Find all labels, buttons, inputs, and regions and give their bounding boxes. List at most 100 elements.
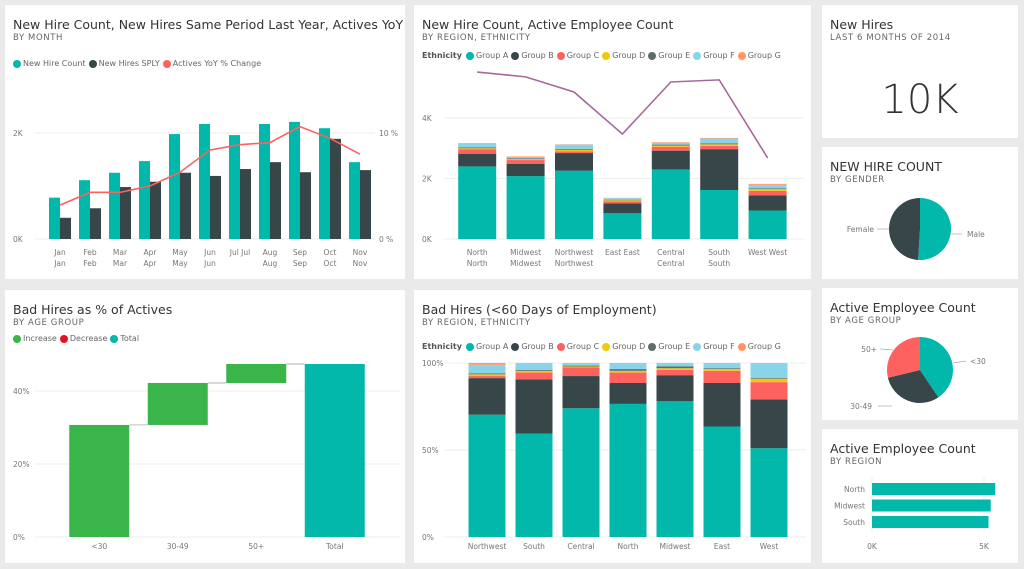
bar-segment-group-d xyxy=(703,369,741,371)
x-tick-label: Jan xyxy=(53,259,66,268)
legend-item[interactable]: Group A xyxy=(465,51,509,60)
legend-item[interactable]: New Hires SPLY xyxy=(88,59,160,68)
bar-segment-group-d xyxy=(651,145,690,147)
legend-dot-icon xyxy=(556,342,565,351)
legend-item[interactable]: Group F xyxy=(693,342,735,351)
bar-segment-group-g xyxy=(651,142,690,143)
legend-item[interactable]: Total xyxy=(110,334,139,343)
x-tick-label: Northwest xyxy=(468,542,507,551)
bar-segment-group-c xyxy=(468,376,506,379)
legend-dot-icon xyxy=(162,59,171,68)
legend-label: Group E xyxy=(658,51,691,60)
x-tick-label: Midwest xyxy=(510,248,541,257)
y-right-tick-label: 0 % xyxy=(379,235,393,244)
legend-item[interactable]: Group G xyxy=(737,342,781,351)
legend-item[interactable]: Group C xyxy=(556,51,600,60)
legend-label: Group C xyxy=(566,342,600,351)
x-tick-label: Central xyxy=(657,259,684,268)
legend-item[interactable]: Group D xyxy=(602,342,645,351)
tile-actives-by-age[interactable]: Active Employee Count BY AGE GROUP <30 30… xyxy=(822,288,1018,420)
x-tick-label: Aug xyxy=(263,259,278,268)
legend-dot-icon xyxy=(110,334,119,343)
bar-segment-group-f xyxy=(750,363,788,378)
bar-new-hire-count xyxy=(259,123,270,239)
legend-item[interactable]: Group G xyxy=(737,51,781,60)
tile-new-hires-by-region[interactable]: New Hire Count, Active Employee Count BY… xyxy=(414,5,811,279)
legend-item[interactable]: Group D xyxy=(602,51,645,60)
legend-label: Group F xyxy=(703,342,735,351)
bar-segment-group-e xyxy=(562,365,600,367)
legend-item[interactable]: Increase xyxy=(13,334,57,343)
legend-label: Group C xyxy=(566,51,600,60)
x-tick-label: West West xyxy=(748,248,787,257)
bar-segment-group-f xyxy=(515,363,553,370)
bar-new-hires-sply xyxy=(300,172,311,239)
legend-label: Group D xyxy=(612,342,646,351)
legend-item[interactable]: Group E xyxy=(648,51,690,60)
gender-pie: Male Female xyxy=(847,198,985,260)
bar-segment-group-e xyxy=(700,143,739,145)
legend-item[interactable]: Group B xyxy=(511,51,554,60)
bar-new-hires-sply xyxy=(150,181,161,239)
x-tick-label: Jun xyxy=(203,248,216,257)
legend-item[interactable]: Group A xyxy=(465,342,508,351)
bar-segment-group-b xyxy=(515,379,553,434)
bar-segment-group-f xyxy=(562,363,600,366)
bar-new-hires-sply xyxy=(120,187,131,239)
tile-bad-hires-by-region[interactable]: Bad Hires (<60 Days of Employment) BY RE… xyxy=(414,290,811,563)
bar-segment-group-c xyxy=(703,370,741,384)
x-tick-label: Sep xyxy=(293,248,307,257)
bar-segment-group-a xyxy=(555,170,593,239)
legend-dot-icon xyxy=(693,51,702,60)
bar-segment-group-e xyxy=(603,199,642,201)
legend-item[interactable]: Actives YoY % Change xyxy=(162,59,261,68)
tile-new-hires-kpi[interactable]: New Hires LAST 6 MONTHS OF 2014 10K xyxy=(822,5,1018,138)
legend-item[interactable]: Group B xyxy=(511,342,554,351)
bar-segment-group-c xyxy=(506,160,545,164)
legend-label: Total xyxy=(120,334,140,343)
legend-item[interactable]: Group F xyxy=(693,51,735,60)
bar-segment-group-a xyxy=(703,426,741,537)
bar-new-hire-count xyxy=(319,128,330,239)
legend-item[interactable]: Group E xyxy=(648,342,690,351)
x-tick-label: Sep xyxy=(293,259,307,268)
tile-bad-hires-by-age[interactable]: Bad Hires as % of Actives BY AGE GROUP I… xyxy=(5,290,405,563)
bar-segment-group-a xyxy=(609,403,647,537)
x-tick-label: Oct xyxy=(324,248,337,257)
x-tick-label: Mar xyxy=(113,259,128,268)
x-tick-label: South xyxy=(523,542,545,551)
bar-segment-group-e xyxy=(656,366,694,369)
legend-dot-icon xyxy=(13,59,21,68)
x-tick-label: May xyxy=(172,259,188,268)
legend-label: Group A xyxy=(475,51,509,60)
tile-new-hires-by-gender[interactable]: NEW HIRE COUNT BY GENDER Male Female xyxy=(822,147,1018,279)
waterfall-bar-total xyxy=(304,363,365,537)
bar-segment-group-d xyxy=(555,149,593,152)
bar-segment-group-b xyxy=(468,378,506,415)
bar-new-hire-count xyxy=(349,162,360,239)
bar-segment-group-c xyxy=(656,369,694,376)
legend-title: Ethnicity xyxy=(422,51,462,60)
bar-midwest xyxy=(872,499,991,512)
legend-item[interactable]: New Hire Count xyxy=(13,59,86,68)
x-tick-label: South xyxy=(708,259,730,268)
bar-segment-group-b xyxy=(506,163,545,177)
x-tick-label: Mar xyxy=(113,248,128,257)
x-tick-label: Apr xyxy=(144,248,158,257)
legend-label: Group B xyxy=(521,51,554,60)
waterfall-bar-increase xyxy=(69,424,130,537)
bar-segment-group-d xyxy=(750,378,788,383)
pie-slice-male xyxy=(918,198,952,260)
legend-dot-icon xyxy=(602,51,611,60)
bar-segment-group-a xyxy=(468,414,506,537)
bar-new-hires-sply xyxy=(60,217,71,239)
region-bar-chart: 0K 5K North Midwest South xyxy=(834,477,996,551)
legend-item[interactable]: Decrease xyxy=(59,334,107,343)
legend-item[interactable]: Group C xyxy=(556,342,600,351)
legend-dot-icon xyxy=(648,51,657,60)
tile-actives-by-region[interactable]: Active Employee Count BY REGION 0K 5K Nort… xyxy=(822,429,1018,563)
tile-new-hires-by-month[interactable]: New Hire Count, New Hires Same Period La… xyxy=(5,5,405,279)
bar-segment-group-b xyxy=(555,153,593,171)
bar-new-hires-sply xyxy=(180,172,191,239)
x-tick-label: North xyxy=(467,259,488,268)
